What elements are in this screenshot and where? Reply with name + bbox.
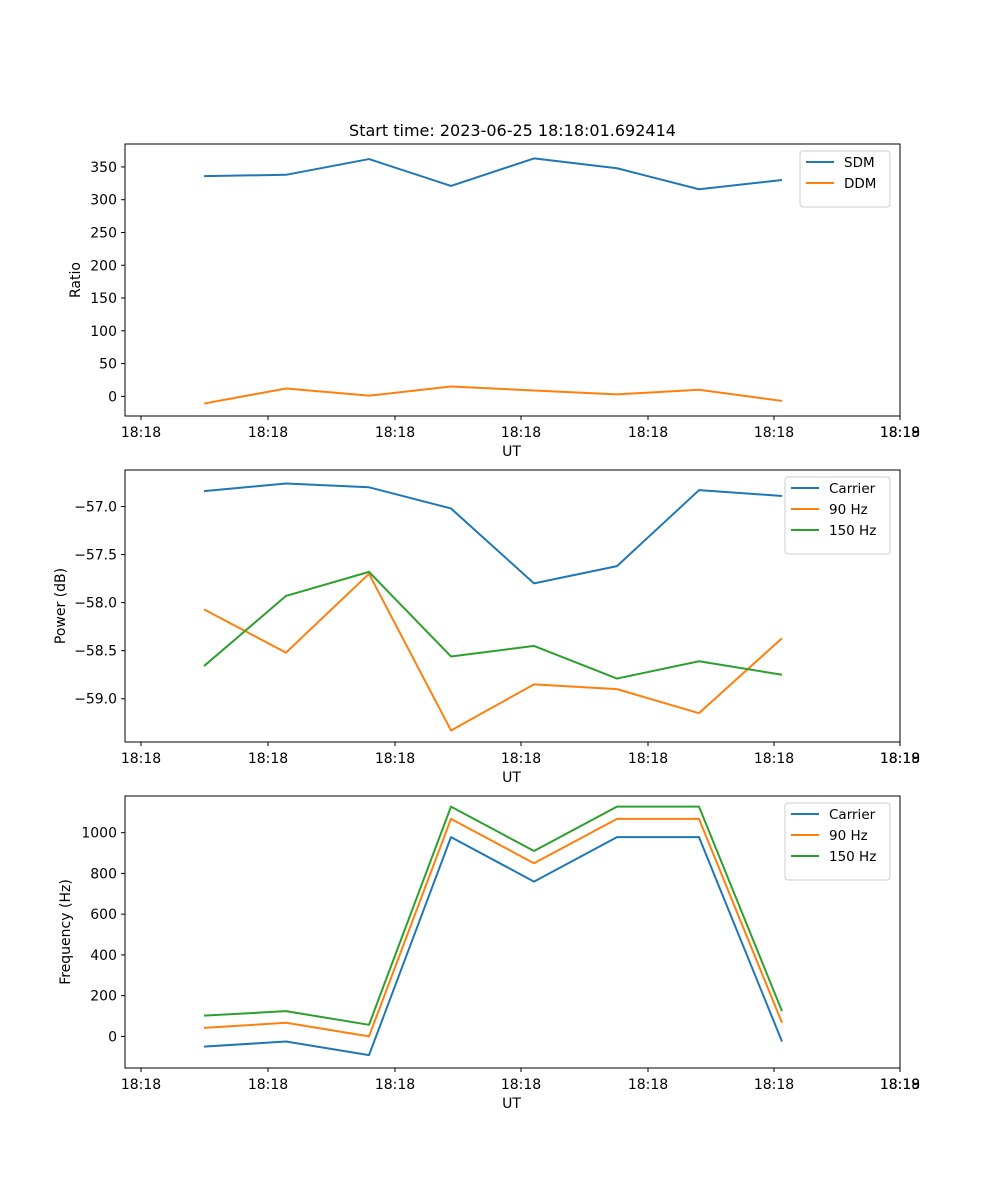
y-tick-label: 0	[108, 389, 117, 405]
y-tick-label: −57.5	[74, 548, 117, 564]
chart-panel-3: 18:18 18:18 18:18 18:18 18:18 18:18 18:1818:19…	[58, 795, 920, 1112]
x-tick-label: 18:18	[248, 425, 288, 441]
plot-area-frame	[124, 795, 901, 1069]
legend-label: 90 Hz	[829, 828, 868, 844]
x-tick-label: 18:18	[754, 425, 794, 441]
legend-label: Carrier	[829, 807, 876, 823]
x-tick-label: 18:18	[375, 751, 415, 767]
chart-panel-1: 18:18 18:18 18:18 18:18 18:18 18:18 18:1818:19…	[68, 121, 920, 460]
x-tick-label: 18:18	[121, 425, 161, 441]
chart-title: Start time: 2023-06-25 18:18:01.692414	[349, 121, 676, 140]
series-line-90-hz	[203, 817, 783, 1038]
series-line-carrier	[203, 482, 783, 585]
legend: Carrier 90 Hz 150 Hz	[784, 802, 891, 881]
series-line-150-hz	[203, 805, 783, 1026]
x-tick-label: 18:18	[754, 1077, 794, 1093]
x-tick-label: 18:18	[754, 751, 794, 767]
x-tick-label: 18:18	[375, 425, 415, 441]
y-tick-label: −57.0	[74, 500, 117, 516]
x-tick-label: 18:18	[501, 751, 541, 767]
series-line-90-hz	[203, 572, 783, 732]
y-tick-label: −59.0	[74, 692, 117, 708]
x-tick-label: 18:18	[248, 1077, 288, 1093]
x-axis-label: UT	[502, 770, 521, 786]
plot-area-frame	[124, 469, 901, 743]
x-tick-label: 18:18	[375, 1077, 415, 1093]
x-tick-label: 18:18	[628, 425, 668, 441]
series-line-150-hz	[203, 570, 783, 680]
series-line-carrier	[203, 836, 783, 1057]
y-tick-label: 100	[90, 324, 117, 340]
x-axis-label: UT	[502, 1096, 521, 1112]
plot-area-frame	[124, 143, 901, 417]
y-axis-label: Power (dB)	[53, 568, 69, 644]
legend: Carrier 90 Hz 150 Hz	[784, 476, 891, 555]
y-tick-label: 1000	[81, 826, 117, 842]
y-tick-label: 150	[90, 291, 117, 307]
x-tick-label: 18:18	[121, 1077, 161, 1093]
legend-label: Carrier	[829, 481, 876, 497]
y-tick-label: 0	[108, 1029, 117, 1045]
y-tick-label: 300	[90, 193, 117, 209]
legend-frame	[784, 802, 891, 881]
x-axis-label: UT	[502, 444, 521, 460]
x-tick-label: 18:18	[628, 1077, 668, 1093]
chart-panel-2: 18:18 18:18 18:18 18:18 18:18 18:18 18:1818:19…	[53, 469, 920, 786]
x-tick-label: 18:18	[501, 425, 541, 441]
y-axis-label: Frequency (Hz)	[58, 879, 74, 985]
y-tick-label: 350	[90, 160, 117, 176]
x-tick-label: 18:19	[880, 425, 920, 441]
y-tick-label: 600	[90, 907, 117, 923]
x-tick-label: 18:18	[121, 751, 161, 767]
x-tick-label: 18:18	[501, 1077, 541, 1093]
legend-label: 150 Hz	[829, 523, 876, 539]
x-tick-label: 18:18	[880, 425, 920, 441]
series-line-ddm	[203, 385, 783, 405]
legend-label: 150 Hz	[829, 849, 876, 865]
x-tick-label: 18:18	[880, 1077, 920, 1093]
y-tick-label: 200	[90, 258, 117, 274]
y-tick-label: 400	[90, 948, 117, 964]
x-tick-label: 18:18	[880, 751, 920, 767]
x-tick-label: 18:19	[880, 751, 920, 767]
x-tick-label: 18:18	[248, 751, 288, 767]
y-tick-label: −58.0	[74, 596, 117, 612]
y-tick-label: 200	[90, 989, 117, 1005]
legend-label: 90 Hz	[829, 502, 868, 518]
x-tick-label: 18:19	[880, 1077, 920, 1093]
legend-frame	[799, 150, 891, 208]
y-tick-label: 50	[99, 357, 117, 373]
y-tick-label: 250	[90, 225, 117, 241]
y-tick-label: −58.5	[74, 644, 117, 660]
legend-label: DDM	[844, 176, 876, 192]
y-axis-label: Ratio	[68, 262, 84, 298]
series-line-sdm	[203, 157, 783, 191]
legend-label: SDM	[844, 155, 875, 171]
y-tick-label: 800	[90, 866, 117, 882]
x-tick-label: 18:18	[628, 751, 668, 767]
legend: SDM DDM	[799, 150, 891, 208]
legend-frame	[784, 476, 891, 555]
